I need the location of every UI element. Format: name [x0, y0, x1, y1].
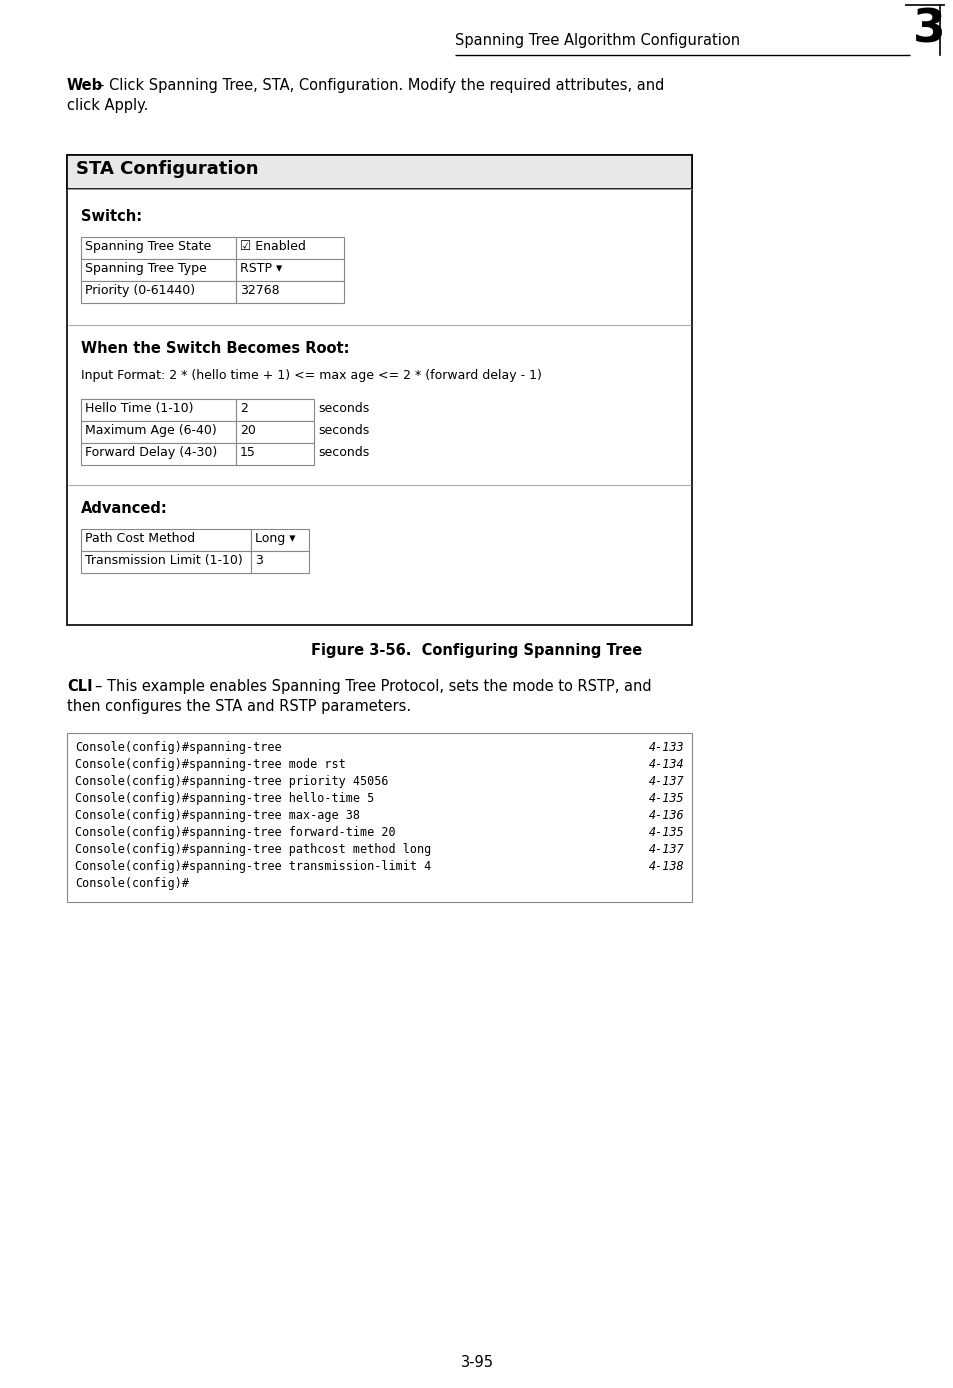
Text: 4-135: 4-135 [648, 826, 683, 838]
Text: 4-138: 4-138 [648, 861, 683, 873]
Bar [67, 155, 691, 625]
Bar [81, 551, 251, 573]
Bar [235, 398, 314, 421]
Bar [81, 260, 235, 280]
Text: STA Configuration: STA Configuration [76, 160, 258, 178]
Text: 3-95: 3-95 [460, 1355, 493, 1370]
Text: 3: 3 [912, 7, 944, 51]
Text: Console(config)#spanning-tree pathcost method long: Console(config)#spanning-tree pathcost m… [75, 843, 431, 856]
Bar [81, 443, 235, 465]
Bar [235, 280, 344, 303]
Text: Console(config)#spanning-tree forward-time 20: Console(config)#spanning-tree forward-ti… [75, 826, 395, 838]
Text: Console(config)#spanning-tree: Console(config)#spanning-tree [75, 741, 281, 754]
Text: Input Format: 2 * (hello time + 1) <= max age <= 2 * (forward delay - 1): Input Format: 2 * (hello time + 1) <= ma… [81, 369, 541, 382]
Text: Console(config)#spanning-tree mode rst: Console(config)#spanning-tree mode rst [75, 758, 345, 770]
Text: Maximum Age (6-40): Maximum Age (6-40) [85, 423, 216, 437]
Bar [81, 529, 251, 551]
Text: 2: 2 [240, 403, 248, 415]
Bar [251, 551, 309, 573]
Text: – Click Spanning Tree, STA, Configuration. Modify the required attributes, and: – Click Spanning Tree, STA, Configuratio… [97, 78, 663, 93]
Bar [67, 733, 691, 902]
Text: 3: 3 [254, 554, 263, 568]
Text: – This example enables Spanning Tree Protocol, sets the mode to RSTP, and: – This example enables Spanning Tree Pro… [95, 679, 651, 694]
Text: Console(config)#spanning-tree hello-time 5: Console(config)#spanning-tree hello-time… [75, 793, 374, 805]
Text: Console(config)#spanning-tree priority 45056: Console(config)#spanning-tree priority 4… [75, 775, 388, 788]
Text: 4-137: 4-137 [648, 775, 683, 788]
Text: Advanced:: Advanced: [81, 501, 168, 516]
Text: seconds: seconds [317, 423, 369, 437]
Text: Spanning Tree Algorithm Configuration: Spanning Tree Algorithm Configuration [455, 33, 740, 49]
Text: Hello Time (1-10): Hello Time (1-10) [85, 403, 193, 415]
Text: Spanning Tree State: Spanning Tree State [85, 240, 211, 253]
Text: Console(config)#spanning-tree max-age 38: Console(config)#spanning-tree max-age 38 [75, 809, 359, 822]
Text: Spanning Tree Type: Spanning Tree Type [85, 262, 207, 275]
Text: Forward Delay (4-30): Forward Delay (4-30) [85, 446, 217, 459]
Text: 4-137: 4-137 [648, 843, 683, 856]
Bar [81, 398, 235, 421]
Bar [81, 237, 235, 260]
Bar [235, 260, 344, 280]
Text: 4-134: 4-134 [648, 758, 683, 770]
Text: Console(config)#: Console(config)# [75, 877, 189, 890]
Text: Switch:: Switch: [81, 210, 142, 223]
Text: CLI: CLI [67, 679, 92, 694]
Text: Path Cost Method: Path Cost Method [85, 532, 195, 545]
Text: 20: 20 [240, 423, 255, 437]
Text: 4-133: 4-133 [648, 741, 683, 754]
Bar [235, 443, 314, 465]
Text: Transmission Limit (1-10): Transmission Limit (1-10) [85, 554, 242, 568]
Text: then configures the STA and RSTP parameters.: then configures the STA and RSTP paramet… [67, 700, 411, 713]
Bar [235, 421, 314, 443]
Text: When the Switch Becomes Root:: When the Switch Becomes Root: [81, 341, 349, 355]
Bar [81, 421, 235, 443]
Bar [81, 280, 235, 303]
Text: ☑ Enabled: ☑ Enabled [240, 240, 306, 253]
Text: 15: 15 [240, 446, 255, 459]
Text: Console(config)#spanning-tree transmission-limit 4: Console(config)#spanning-tree transmissi… [75, 861, 431, 873]
Text: click Apply.: click Apply. [67, 99, 149, 112]
Text: 32768: 32768 [240, 285, 279, 297]
Text: Web: Web [67, 78, 103, 93]
Text: Long ▾: Long ▾ [254, 532, 295, 545]
Text: 4-136: 4-136 [648, 809, 683, 822]
Text: Priority (0-61440): Priority (0-61440) [85, 285, 195, 297]
Bar [235, 237, 344, 260]
Bar [251, 529, 309, 551]
Text: 4-135: 4-135 [648, 793, 683, 805]
Text: seconds: seconds [317, 403, 369, 415]
Text: seconds: seconds [317, 446, 369, 459]
Text: RSTP ▾: RSTP ▾ [240, 262, 282, 275]
Text: Figure 3-56.  Configuring Spanning Tree: Figure 3-56. Configuring Spanning Tree [311, 643, 642, 658]
Bar [67, 155, 691, 189]
